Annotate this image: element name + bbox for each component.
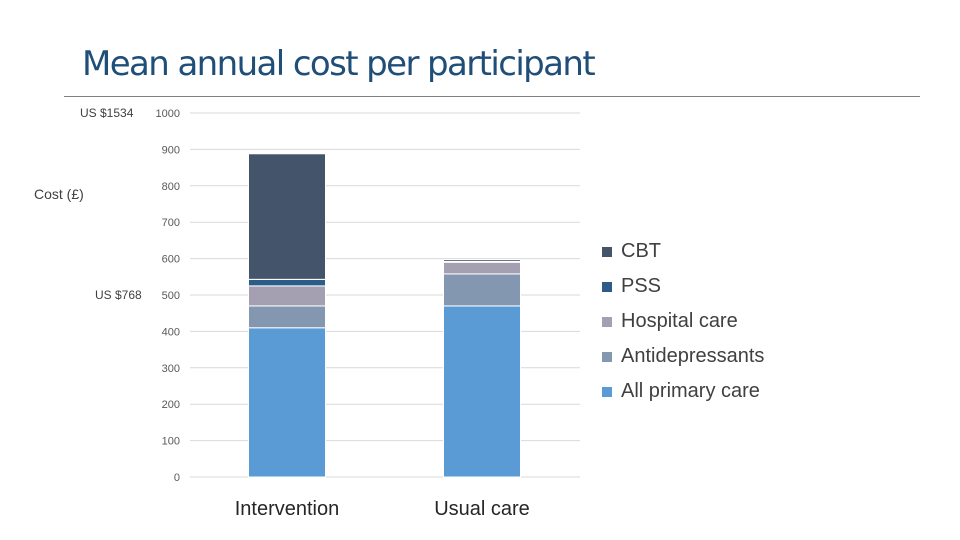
legend-label: CBT (621, 240, 661, 262)
legend-label: Hospital care (621, 310, 738, 332)
legend-item: CBT (602, 234, 764, 269)
bar-segment (443, 273, 521, 307)
legend-item: Hospital care (602, 304, 764, 339)
x-category-label: Usual care (434, 498, 530, 520)
y-tick-label: 900 (162, 144, 180, 156)
legend-item: All primary care (602, 374, 764, 409)
title-divider (64, 96, 920, 97)
y-tick-label: 100 (162, 436, 180, 448)
y-tick-label: 500 (162, 290, 180, 302)
bar-segment (443, 305, 521, 478)
y-tick-label: 200 (162, 399, 180, 411)
y-tick-label: 1000 (156, 108, 180, 120)
bar-segment (248, 285, 326, 307)
chart-legend: CBT PSS Hospital care Antidepressants All pr… (602, 234, 764, 409)
y-tick-label: 300 (162, 363, 180, 375)
legend-swatch (602, 246, 612, 257)
usd-annotation-mid: US $768 (95, 288, 142, 302)
bar-segment (443, 259, 521, 263)
legend-swatch (602, 281, 612, 292)
y-tick-label: 700 (162, 217, 180, 229)
bar-segment (248, 153, 326, 280)
bar-segment (248, 278, 326, 287)
bar-segment (248, 327, 326, 478)
legend-label: PSS (621, 275, 662, 297)
y-tick-label: 600 (162, 254, 180, 266)
legend-swatch (602, 351, 612, 362)
y-axis-label: Cost (£) (34, 186, 84, 202)
bar-segment (443, 261, 521, 275)
usd-annotation-top: US $1534 (80, 106, 134, 120)
legend-swatch (602, 386, 612, 397)
y-tick-label: 0 (174, 472, 180, 484)
y-tick-label: 400 (162, 326, 180, 338)
legend-item: Antidepressants (602, 339, 764, 374)
x-category-label: Intervention (235, 498, 340, 520)
page-title: Mean annual cost per participant (82, 44, 596, 84)
legend-item: PSS (602, 269, 764, 304)
bar-segment (248, 305, 326, 329)
y-tick-label: 800 (162, 181, 180, 193)
legend-swatch (602, 316, 612, 327)
legend-label: Antidepressants (621, 345, 765, 367)
legend-label: All primary care (621, 380, 760, 402)
